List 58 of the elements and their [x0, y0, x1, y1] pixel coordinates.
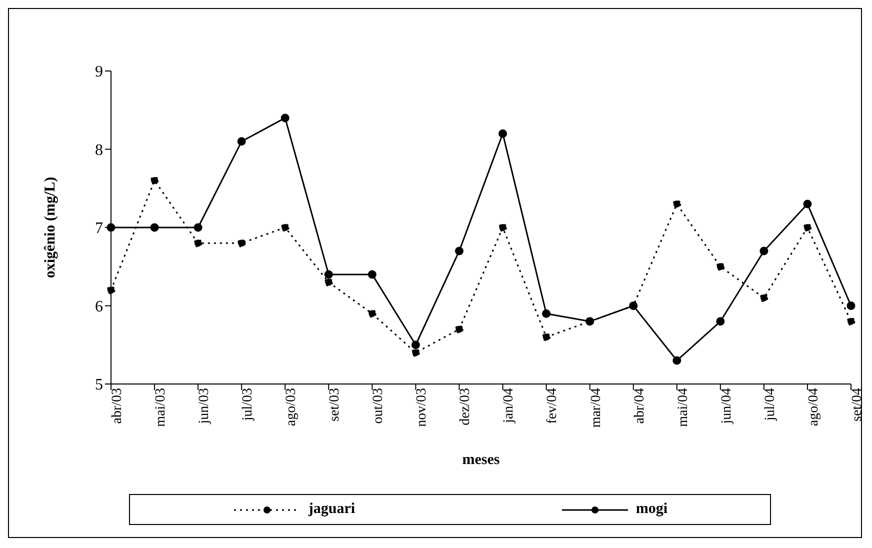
point [803, 200, 812, 208]
point [498, 129, 508, 138]
point [194, 238, 202, 248]
point [716, 262, 725, 271]
x-tick-label: nov/03 [414, 388, 430, 427]
point [846, 302, 856, 310]
point [454, 324, 464, 334]
x-tick-label: jan/04 [502, 388, 517, 424]
point [672, 200, 682, 208]
y-tick-label: 7 [95, 220, 103, 238]
point [411, 340, 420, 350]
point [280, 223, 290, 232]
x-tick-label: set/03 [328, 388, 343, 422]
y-tick-label: 6 [95, 298, 103, 316]
point [368, 309, 376, 318]
point [411, 348, 420, 357]
point [542, 309, 551, 318]
point [237, 238, 246, 248]
x-tick-label: jun/03 [197, 388, 212, 425]
point [324, 270, 333, 279]
x-tick-label: mai/04 [676, 388, 691, 427]
x-tick-label: out/03 [371, 388, 386, 424]
point [760, 294, 768, 302]
y-tick-label: 9 [95, 64, 103, 81]
x-tick-label: fev/04 [545, 388, 560, 424]
point [324, 278, 333, 287]
y-tick-label: 8 [95, 142, 103, 159]
x-tick-label: jun/04 [719, 388, 734, 425]
y-axis-title: oxigênio (mg/L) [42, 176, 58, 278]
x-tick-label: mai/03 [153, 388, 168, 427]
x-tick-label: ago/03 [284, 388, 300, 426]
x-tick-label: jul/04 [762, 388, 778, 422]
point [760, 246, 768, 256]
point [498, 223, 508, 232]
point [368, 270, 376, 279]
point [803, 223, 812, 232]
x-tick-label: set/04 [850, 388, 865, 422]
y-tick-label: 5 [95, 376, 103, 394]
x-axis-title: meses [462, 452, 500, 468]
point [150, 223, 159, 232]
point [454, 246, 464, 256]
point [237, 137, 246, 146]
x-tick-label: abr/03 [110, 388, 125, 424]
x-tick-label: abr/04 [632, 388, 648, 424]
point [194, 223, 202, 232]
point [542, 332, 551, 342]
point [672, 356, 682, 365]
x-tick-label: dez/03 [458, 388, 474, 426]
point [846, 317, 856, 326]
point [716, 317, 725, 326]
legend-label: mogi [634, 501, 668, 518]
x-tick-label: jul/03 [240, 388, 256, 422]
point [150, 176, 159, 185]
legend-label: jaguari [307, 501, 356, 518]
x-tick-label: ago/04 [806, 388, 822, 426]
x-tick-label: mar/04 [588, 388, 604, 428]
point [280, 114, 290, 122]
point [106, 286, 116, 294]
